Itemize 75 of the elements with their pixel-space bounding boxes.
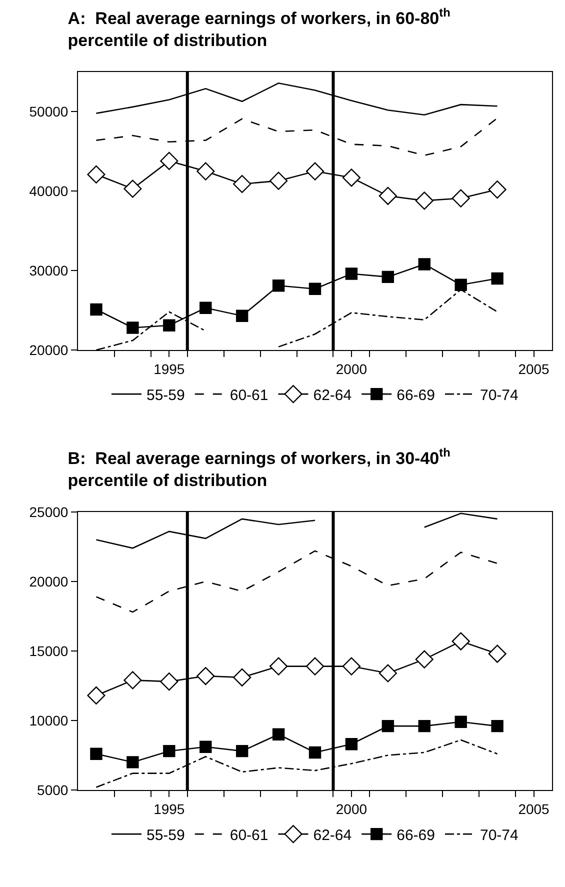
point	[233, 174, 252, 194]
x-tick-label: 2000	[336, 800, 368, 817]
point	[308, 746, 322, 759]
legend-label: 70-74	[480, 826, 518, 844]
point	[163, 319, 176, 332]
legend-label: 55-59	[146, 826, 185, 844]
legend-label: 60-61	[230, 826, 268, 844]
legend-label: 60-61	[230, 386, 268, 404]
point	[124, 180, 142, 198]
y-tick-label: 30000	[29, 262, 68, 278]
point	[163, 744, 176, 758]
legend-label: 55-59	[146, 386, 185, 404]
x-tick-label: 1995	[154, 360, 185, 377]
point	[160, 672, 178, 691]
point	[87, 165, 106, 184]
point	[124, 671, 142, 690]
point	[345, 268, 358, 280]
legend-label: 66-69	[396, 826, 435, 844]
point	[269, 657, 288, 676]
point	[87, 686, 106, 705]
point	[269, 172, 288, 190]
point	[454, 716, 467, 728]
legend-label: 62-64	[313, 386, 352, 404]
point	[233, 668, 252, 686]
point	[378, 186, 397, 205]
point	[200, 302, 212, 314]
point	[491, 272, 504, 285]
x-tick-label: 2005	[518, 360, 550, 377]
chart-title: A: Real average earnings of workers, in 60-80$^{th}$ percentile of distribution	[68, 6, 450, 50]
point	[382, 720, 394, 732]
legend-label: 70-74	[480, 386, 518, 404]
y-tick-label: 40000	[29, 183, 68, 200]
point	[126, 322, 139, 334]
point	[418, 720, 430, 732]
point	[306, 657, 324, 676]
point	[488, 180, 506, 199]
y-tick-label: 25000	[29, 504, 68, 520]
point	[488, 644, 506, 663]
x-tick-label: 2005	[518, 800, 550, 817]
point	[160, 152, 178, 170]
y-tick-label: 10000	[29, 712, 68, 728]
point	[415, 650, 434, 668]
y-tick-label: 15000	[29, 642, 68, 659]
point	[454, 278, 467, 291]
point	[272, 728, 285, 740]
legend-label: 62-64	[313, 826, 352, 844]
point	[382, 270, 394, 284]
point	[345, 738, 358, 750]
y-tick-label: 50000	[29, 104, 68, 120]
point	[90, 748, 102, 760]
point	[418, 258, 430, 270]
chart-title: B: Real average earnings of workers, in 30-40$^{th}$ percentile of distribution	[68, 446, 450, 490]
point	[200, 740, 212, 754]
point	[126, 756, 139, 768]
point	[236, 310, 248, 322]
point	[452, 632, 470, 650]
point	[342, 168, 361, 187]
y-tick-label: 20000	[29, 573, 68, 590]
point	[306, 162, 324, 180]
x-tick-label: 2000	[336, 360, 368, 377]
point	[90, 303, 102, 316]
point	[342, 657, 361, 676]
point	[236, 744, 248, 758]
point	[415, 192, 434, 210]
y-tick-label: 20000	[29, 342, 68, 358]
point	[196, 666, 215, 686]
x-tick-label: 1995	[154, 800, 185, 817]
point	[308, 282, 322, 295]
legend-label: 66-69	[396, 386, 435, 404]
point	[378, 664, 397, 682]
point	[491, 720, 504, 732]
point	[196, 162, 215, 180]
point	[452, 189, 470, 208]
point	[272, 280, 285, 292]
y-tick-label: 5000	[37, 782, 68, 798]
